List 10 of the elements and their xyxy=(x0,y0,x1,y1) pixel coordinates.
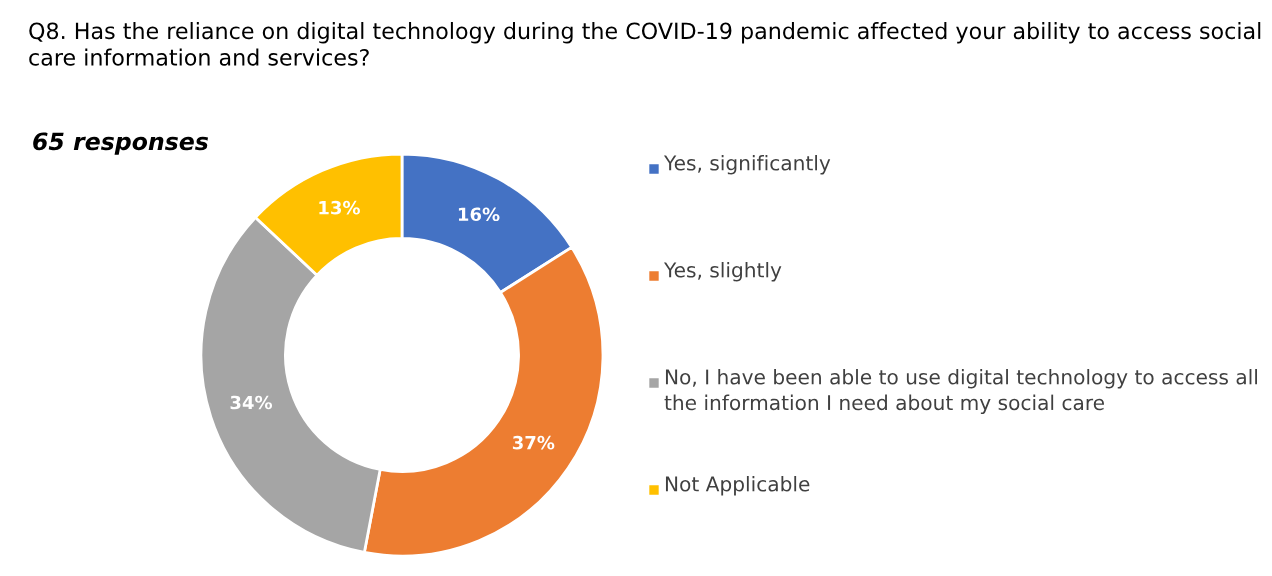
legend-label: Yes, slightly xyxy=(663,262,782,282)
data-label: 34% xyxy=(230,395,273,410)
data-label: 16% xyxy=(458,207,500,222)
data-label: 37% xyxy=(512,435,555,450)
chart-subtitle: 65 responses xyxy=(33,132,209,155)
chart-title: Q8. Has the reliance on digital technology during the COVID-19 pandemic affected your ability to access social care information and services? xyxy=(29,22,1261,66)
legend-label: No, I have been able to use digital technology to access all the information I need about my social care xyxy=(664,369,1257,415)
legend-label: Not Applicable xyxy=(665,476,810,496)
legend-label: Yes, significantly xyxy=(663,155,831,175)
data-label: 13% xyxy=(319,200,360,215)
